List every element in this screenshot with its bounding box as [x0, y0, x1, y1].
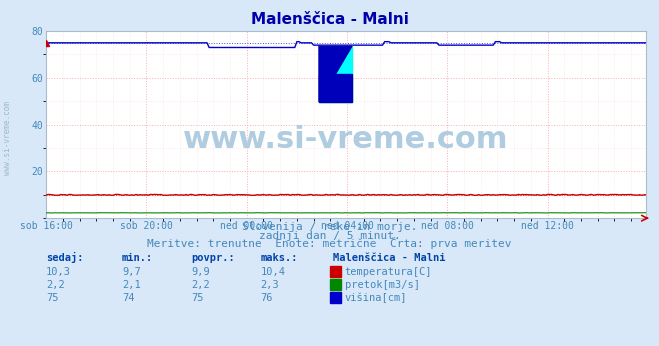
Text: min.:: min.: [122, 253, 153, 263]
Text: 76: 76 [260, 293, 273, 303]
Text: 9,9: 9,9 [191, 267, 210, 277]
Text: 2,2: 2,2 [191, 280, 210, 290]
Text: sedaj:: sedaj: [46, 252, 84, 263]
Text: povpr.:: povpr.: [191, 253, 235, 263]
Text: zadnji dan / 5 minut.: zadnji dan / 5 minut. [258, 231, 401, 241]
Text: 2,2: 2,2 [46, 280, 65, 290]
Text: 75: 75 [191, 293, 204, 303]
Text: Meritve: trenutne  Enote: metrične  Črta: prva meritev: Meritve: trenutne Enote: metrične Črta: … [147, 237, 512, 249]
Text: Malenščica - Malni: Malenščica - Malni [250, 12, 409, 27]
Text: 2,1: 2,1 [122, 280, 140, 290]
Text: maks.:: maks.: [260, 253, 298, 263]
Text: višina[cm]: višina[cm] [345, 293, 407, 303]
Text: temperatura[C]: temperatura[C] [345, 267, 432, 277]
Text: 75: 75 [46, 293, 59, 303]
Text: Malenščica - Malni: Malenščica - Malni [333, 253, 445, 263]
Text: 10,3: 10,3 [46, 267, 71, 277]
Bar [319, 46, 352, 102]
Polygon shape [319, 74, 352, 102]
Text: Slovenija / reke in morje.: Slovenija / reke in morje. [242, 222, 417, 232]
Text: 10,4: 10,4 [260, 267, 285, 277]
Polygon shape [319, 46, 352, 102]
Text: 74: 74 [122, 293, 134, 303]
Text: www.si-vreme.com: www.si-vreme.com [183, 125, 509, 154]
Polygon shape [319, 46, 352, 102]
Text: 2,3: 2,3 [260, 280, 279, 290]
Text: www.si-vreme.com: www.si-vreme.com [3, 101, 13, 175]
Text: 9,7: 9,7 [122, 267, 140, 277]
Text: pretok[m3/s]: pretok[m3/s] [345, 280, 420, 290]
